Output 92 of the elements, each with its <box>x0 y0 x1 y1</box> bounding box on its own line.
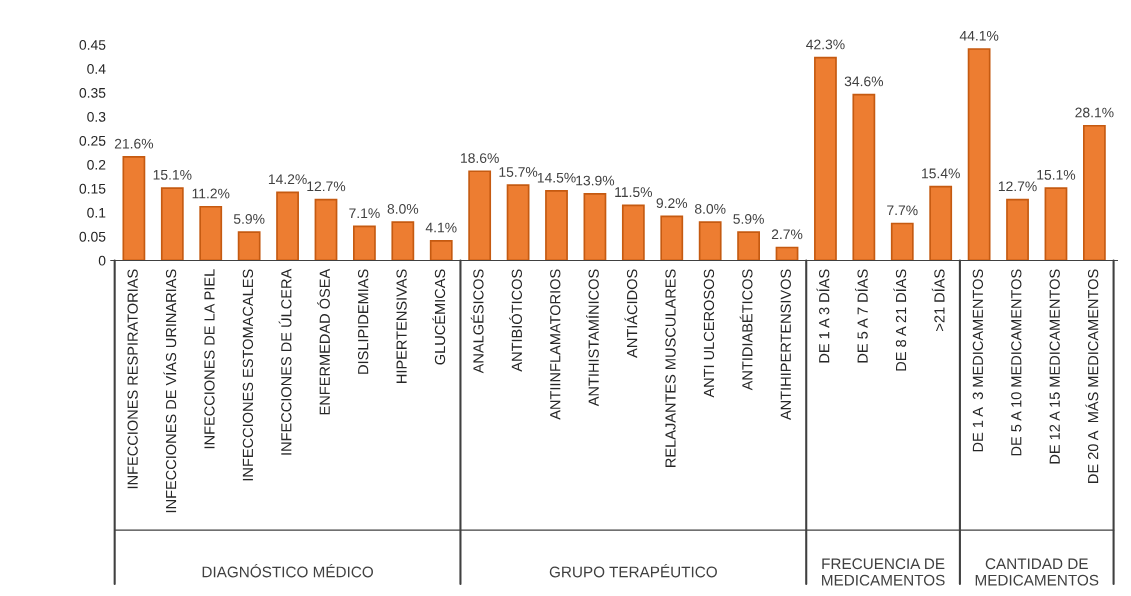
x-tick-label: INFECCIONES DE LA PIEL <box>204 269 215 449</box>
bar <box>353 225 376 261</box>
x-tick-label: ANTIHISTAMÍNICOS <box>586 269 599 407</box>
x-tick-label: GLUCÉMICAS <box>432 269 446 365</box>
bar <box>429 239 453 261</box>
data-label: 12.7% <box>307 181 346 192</box>
x-tick-label: ENFERMEDAD ÓSEA <box>317 268 330 415</box>
bar <box>122 156 146 261</box>
x-tick-label: DE 1 A 3 DÍAS <box>816 269 830 363</box>
data-label: 15.7% <box>499 167 538 177</box>
bar <box>621 204 645 261</box>
bar <box>775 246 799 261</box>
bar <box>468 170 492 261</box>
y-tick-label: 0 <box>98 255 106 266</box>
x-tick-label: ANTIINFLAMATORIOS <box>550 269 561 420</box>
data-label: 4.1% <box>425 222 457 233</box>
bar <box>814 56 837 261</box>
data-label: 15.1% <box>1037 169 1076 180</box>
data-label: 12.7% <box>998 181 1037 192</box>
x-tick-label: INFECCIONES DE ÚLCERA <box>278 268 292 455</box>
data-label: 15.1% <box>153 169 192 180</box>
data-label: 14.5% <box>537 172 576 183</box>
bar <box>1006 198 1029 261</box>
x-tick-label: HIPERTENSIVAS <box>396 269 407 383</box>
bar <box>698 221 722 261</box>
data-label: 2.7% <box>771 229 803 240</box>
x-tick-label: ANALGÉSICOS <box>470 269 484 374</box>
x-tick-label: >21 DÍAS <box>931 269 945 331</box>
data-label: 21.6% <box>114 138 154 149</box>
x-tick-label: DE 20 A MÁS MEDICAMENTOS <box>1085 269 1099 483</box>
y-tick-label: 0.35 <box>79 87 106 98</box>
y-tick-label: 0.05 <box>79 231 106 242</box>
bar <box>1082 124 1106 261</box>
text: CANTIDAD DE MEDICAMENTOS <box>975 558 1099 586</box>
data-label: 5.9% <box>733 214 764 224</box>
data-label: 14.2% <box>268 174 307 185</box>
y-tick-label: 0.2 <box>87 159 106 170</box>
bar <box>314 198 338 261</box>
bar <box>852 93 876 261</box>
bar <box>929 185 953 261</box>
y-tick-label: 0.45 <box>79 40 106 50</box>
x-tick-label: ANTIÁCIDOS <box>624 269 638 358</box>
data-label: 44.1% <box>959 30 999 41</box>
data-label: 18.6% <box>461 153 499 163</box>
bar <box>1044 187 1068 261</box>
data-label: 34.6% <box>844 76 884 87</box>
data-label: 7.1% <box>349 208 380 219</box>
data-label: 42.3% <box>806 39 845 50</box>
bar <box>545 190 568 261</box>
bar <box>890 222 914 261</box>
bar <box>276 191 299 261</box>
x-tick-label: DE 8 A 21 DÍAS <box>893 269 907 371</box>
x-tick-label: DE 1 A 3 MEDICAMENTOS <box>972 269 984 452</box>
bar <box>506 184 530 261</box>
x-tick-label: INFECCIONES ESTOMACALES <box>242 269 254 481</box>
data-label: 11.5% <box>615 187 653 198</box>
data-label: 9.2% <box>656 198 688 209</box>
x-tick-label: RELAJANTES MUSCULARES <box>665 269 676 467</box>
y-tick-label: 0.1 <box>87 207 106 218</box>
x-tick-label: ANTIDIABÉTICOS <box>739 269 753 391</box>
bar <box>391 221 415 261</box>
x-tick-label: DE 5 A 10 MEDICAMENTOS <box>1011 269 1022 456</box>
data-label: 15.4% <box>922 168 960 179</box>
data-label: 8.0% <box>694 203 726 214</box>
bar <box>237 231 261 261</box>
bar <box>660 215 684 261</box>
data-label: 8.0% <box>387 203 419 214</box>
x-tick-label: DE 12 A 15 MEDICAMENTOS <box>1049 269 1060 464</box>
data-label: 11.2% <box>192 188 230 199</box>
x-tick-label: DE 5 A 7 DÍAS <box>854 269 868 363</box>
bar <box>583 192 607 261</box>
data-label: 5.9% <box>233 214 265 224</box>
x-tick-label: ANTIHIPERTENSIVOS <box>780 269 791 421</box>
text: GRUPO TERAPÉUTICO <box>549 563 717 578</box>
bar <box>199 205 223 261</box>
data-label: 13.9% <box>576 175 615 186</box>
x-tick-label: DISLIPIDEMIAS <box>357 269 369 374</box>
y-tick-label: 0.3 <box>87 111 106 122</box>
text: DIAGNÓSTICO MÉDICO <box>202 563 373 578</box>
y-tick-label: 0.4 <box>87 64 106 74</box>
bar <box>160 187 184 261</box>
data-label: 7.7% <box>887 205 918 216</box>
bar <box>967 48 991 261</box>
y-tick-label: 0.15 <box>79 183 106 194</box>
bar <box>737 231 761 261</box>
x-tick-label: INFECCIONES DE VÍAS URINARIAS <box>163 269 177 513</box>
x-tick-label: ANTI ULCEROSOS <box>703 269 715 398</box>
y-tick-label: 0.25 <box>79 135 106 146</box>
x-tick-label: ANTIBIÓTICOS <box>509 269 522 372</box>
text: FRECUENCIA DE MEDICAMENTOS <box>822 558 945 586</box>
data-label: 28.1% <box>1075 107 1114 118</box>
x-tick-label: INFECCIONES RESPIRATORIAS <box>127 269 138 489</box>
